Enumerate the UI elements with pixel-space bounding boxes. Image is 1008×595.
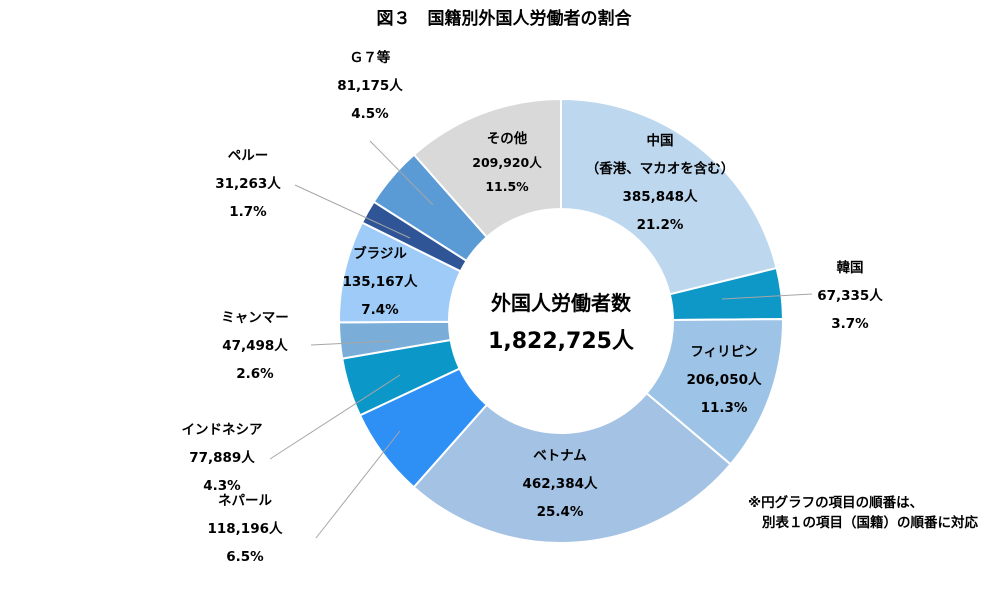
- slice-label-11-line-1: その他: [487, 130, 528, 147]
- slice-label-4-line-1: ベトナム: [533, 448, 587, 464]
- slice-label-10-line-3: 4.5%: [351, 106, 389, 122]
- chart-title: 図３ 国籍別外国人労働者の割合: [377, 8, 633, 29]
- slice-label-8-line-2: 135,167人: [343, 274, 418, 290]
- slice-label-6-line-2: 77,889人: [189, 450, 255, 466]
- slice-label-10-line-1: Ｇ７等: [350, 49, 391, 66]
- note-line-1: ※円グラフの項目の順番は、: [748, 494, 923, 511]
- slice-11: [412, 97, 562, 239]
- slices-group: [337, 97, 785, 544]
- leader-line-5: [315, 430, 401, 539]
- slice-label-11-line-2: 209,920人: [472, 155, 542, 170]
- note-line-2: 別表１の項目（国籍）の順番に対応: [762, 514, 978, 531]
- slice-label-8-line-3: 7.4%: [361, 302, 399, 318]
- slice-1: [560, 97, 778, 296]
- slice-label-7-line-3: 2.6%: [236, 366, 274, 382]
- slice-label-9-line-3: 1.7%: [229, 204, 267, 220]
- slice-label-8-line-1: ブラジル: [353, 245, 407, 262]
- slice-label-5-line-1: ネパール: [218, 493, 272, 509]
- slice-label-6-line-1: インドネシア: [182, 422, 263, 438]
- slice-label-4-line-2: 462,384人: [523, 476, 598, 492]
- leader-line-7: [310, 340, 394, 346]
- slice-label-1-line-2: （香港、マカオを含む）: [586, 160, 735, 177]
- slice-label-7-line-2: 47,498人: [222, 338, 288, 354]
- slice-label-1-line-3: 385,848人: [623, 189, 698, 205]
- slice-label-5-line-3: 6.5%: [226, 549, 264, 565]
- slice-labels: 中国 （香港、マカオを含む） 385,848人 21.2% 韓国 67,335人 3.7% フ…: [182, 49, 884, 565]
- slice-label-3-line-1: フィリピン: [690, 344, 757, 360]
- slice-label-1-line-1: 中国: [647, 132, 674, 149]
- leader-line-9: [294, 184, 411, 239]
- leader-line-2: [721, 293, 813, 300]
- slice-label-9-line-1: ペルー: [228, 148, 269, 164]
- slice-4: [412, 391, 732, 544]
- slice-label-9-line-2: 31,263人: [215, 176, 281, 192]
- slice-label-11-line-3: 11.5%: [485, 179, 529, 194]
- leader-lines: [269, 140, 813, 539]
- slice-label-1-line-4: 21.2%: [637, 217, 684, 233]
- slice-label-3-line-2: 206,050人: [687, 372, 762, 388]
- leader-line-10: [369, 140, 434, 206]
- slice-label-5-line-2: 118,196人: [208, 521, 283, 537]
- slice-label-2-line-2: 67,335人: [817, 288, 883, 304]
- slice-label-4-line-3: 25.4%: [537, 504, 584, 520]
- slice-label-10-line-2: 81,175人: [337, 78, 403, 94]
- center-value: 1,822,725人: [488, 329, 634, 354]
- slice-label-7-line-1: ミャンマー: [221, 310, 289, 326]
- slice-label-2-line-3: 3.7%: [831, 316, 869, 332]
- leader-line-6: [269, 374, 401, 460]
- slice-label-6-line-3: 4.3%: [203, 478, 241, 494]
- slice-label-3-line-3: 11.3%: [701, 400, 748, 416]
- center-label: 外国人労働者数: [491, 291, 632, 315]
- slice-label-2-line-1: 韓国: [837, 259, 864, 276]
